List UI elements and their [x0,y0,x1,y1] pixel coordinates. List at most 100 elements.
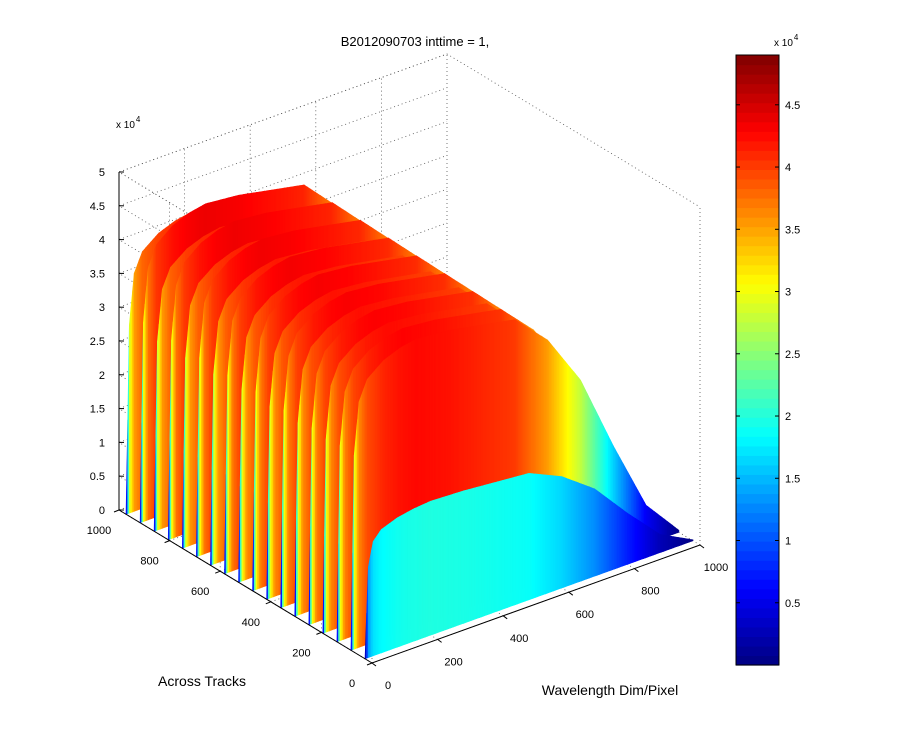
colorbar-swatch [736,255,779,266]
colorbar-swatch [736,398,779,409]
colorbar-swatch [736,350,779,361]
colorbar-swatch [736,588,779,599]
colorbar-swatch [736,112,779,123]
z-tick-label: 1 [99,437,105,449]
x-tick-label: 800 [641,586,659,598]
colorbar-tick-label: 4.5 [785,100,800,112]
colorbar-swatch [736,188,779,199]
grid-line-z [118,87,448,360]
grid-line-z [118,155,448,427]
colorbar-swatch [736,655,779,666]
x-tick-label: 200 [444,656,462,668]
colorbar-exponent-power: 4 [794,33,799,42]
colorbar: 0.5 1 1.5 2 2.5 3 3.5 4 4.5 x 104 [735,33,800,666]
colorbar-swatch [736,369,779,380]
colorbar-tick-label: 2 [785,411,791,423]
y-tick [316,631,322,635]
colorbar-swatch [736,197,779,209]
colorbar-swatch [736,93,779,104]
colorbar-swatch [736,607,779,618]
y-tick [366,662,373,666]
colorbar-swatch [736,331,779,342]
x-tick [502,615,508,620]
colorbar-swatch [736,531,779,542]
y-tick-label: 1000 [87,525,111,537]
colorbar-tick-label: 3 [785,287,791,299]
x-axis-line [371,544,701,664]
colorbar-swatch [736,502,779,514]
colorbar-swatch [736,245,779,256]
colorbar-swatch [736,131,779,142]
grid-line-z [118,121,448,393]
colorbar-swatch [736,560,779,571]
colorbar-swatch [736,217,779,228]
colorbar-swatch [736,550,779,561]
colorbar-swatch [736,617,779,628]
z-tick-label: 4.5 [90,201,105,213]
x-tick-label: 400 [510,633,528,645]
colorbar-swatch [736,493,779,504]
colorbar-swatch [736,64,779,75]
surface-patch [690,539,694,542]
x-tick [437,639,442,643]
colorbar-swatch [736,150,779,161]
colorbar-swatch [736,321,779,333]
y-axis-line [118,509,373,664]
colorbar-swatch [736,159,779,170]
z-tick-label: 5 [99,167,105,179]
z-tick-label: 0.5 [90,471,105,483]
surface-row [364,473,694,660]
y-tick-label: 800 [140,556,158,568]
colorbar-swatch [736,636,779,647]
x-axis-label: Wavelength Dim/Pixel [542,682,678,698]
surface-patch [676,528,680,534]
x-tick-label: 0 [385,680,391,692]
y-tick [164,540,170,544]
colorbar-swatch [736,312,779,323]
colorbar-swatch [736,645,779,657]
x-tick-label: 1000 [704,562,728,574]
colorbar-swatch [736,121,779,132]
colorbar-exponent: x 104 [774,33,799,49]
colorbar-swatch [736,407,779,418]
z-tick-label: 3.5 [90,268,105,280]
colorbar-swatch [736,445,779,456]
y-tick [113,509,120,513]
colorbar-tick-label: 2.5 [785,349,800,361]
colorbar-swatch [736,264,779,275]
z-tick-label: 2 [99,370,105,382]
x-tick-label: 600 [576,609,594,621]
colorbar-swatch [736,140,779,151]
colorbar-swatch [736,340,779,352]
colorbar-tick-label: 4 [785,162,791,174]
colorbar-swatch [736,483,779,495]
colorbar-swatch [736,293,779,304]
colorbar-swatch [736,83,779,94]
colorbar-swatch [736,55,779,66]
colorbar-swatch [736,579,779,590]
y-tick-label: 600 [191,586,209,598]
y-tick [265,601,271,605]
colorbar-swatch [736,417,779,428]
colorbar-tick-label: 1 [785,536,791,548]
z-axis-exponent: x 104 [116,115,141,131]
colorbar-swatch [736,207,779,218]
y-tick [215,570,221,574]
colorbar-swatch [736,541,779,552]
colorbar-swatch [736,169,779,180]
x-tick [699,544,705,549]
x-tick [568,591,574,596]
colorbar-swatch [736,379,779,390]
colorbar-tick-label: 1.5 [785,473,800,485]
colorbar-swatch [736,512,779,523]
colorbar-swatch [736,569,779,580]
chart-title: B2012090703 inttime = 1, [341,34,490,49]
x-tick [634,568,639,572]
colorbar-swatch [736,74,779,85]
z-axis-exponent-power: 4 [136,115,141,124]
colorbar-swatch [736,283,779,294]
y-tick-label: 400 [242,617,260,629]
colorbar-swatch [736,236,779,247]
colorbar-swatch [736,226,779,237]
